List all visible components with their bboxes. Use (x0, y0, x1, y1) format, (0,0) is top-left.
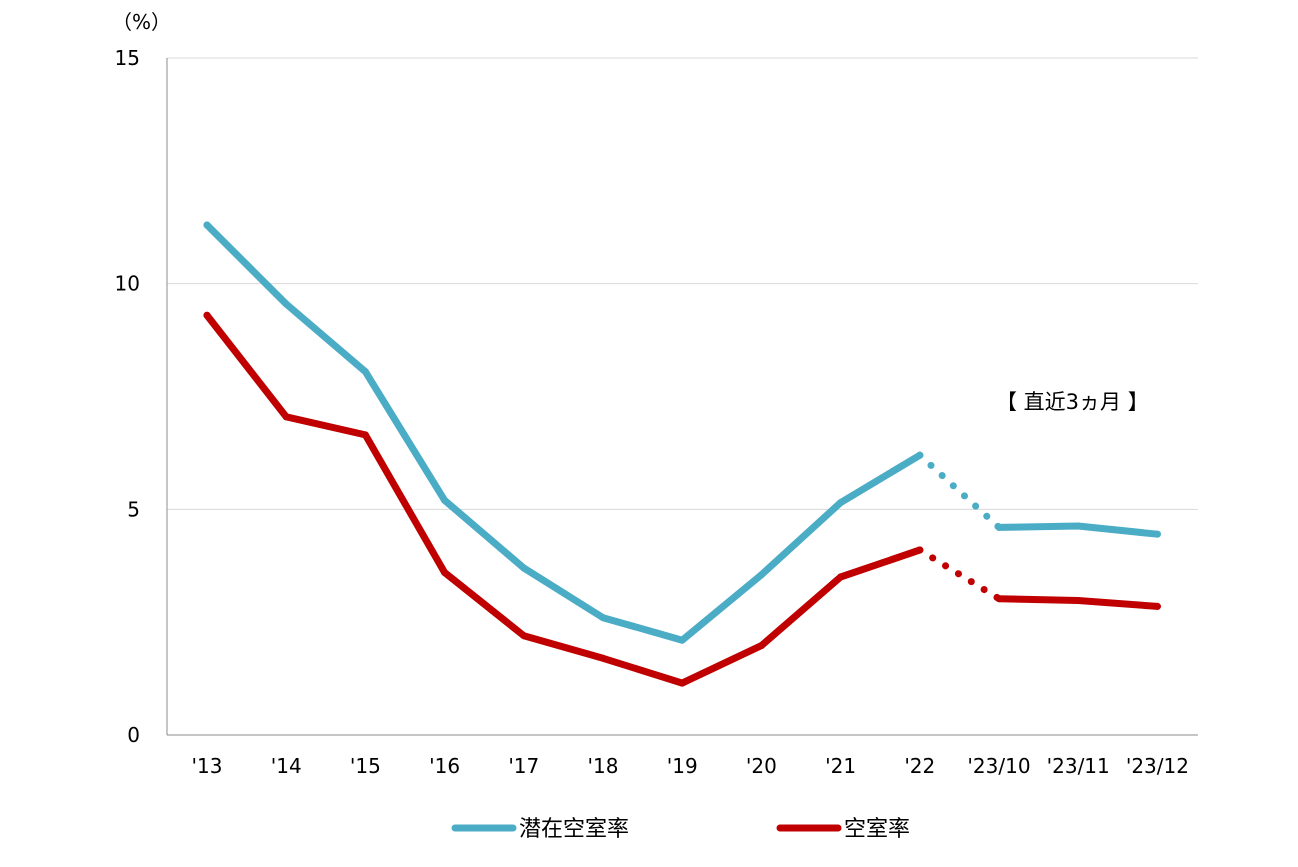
data-point-series-1 (995, 595, 1003, 603)
series-line-1-historical (203, 311, 924, 687)
data-point-series-0 (520, 564, 528, 572)
series-line-1-dotted-connector (916, 546, 1003, 603)
data-point-series-0 (837, 499, 845, 507)
data-point-series-0 (916, 451, 924, 459)
series-line-0-historical (203, 221, 924, 644)
y-tick-labels: 0 5 10 15 (115, 46, 140, 747)
legend-label-vacancy: 空室率 (844, 817, 910, 842)
y-tick-label-15: 15 (115, 46, 140, 70)
data-point-series-0 (441, 496, 449, 504)
x-tick-label: '19 (667, 754, 698, 778)
data-point-series-1 (837, 573, 845, 581)
series-lines (203, 221, 1161, 687)
data-point-series-1 (1074, 597, 1082, 605)
data-point-series-1 (599, 654, 607, 662)
data-point-series-0 (1074, 522, 1082, 530)
x-tick-label: '23/10 (967, 754, 1030, 778)
data-point-series-1 (361, 431, 369, 439)
recent-3-months-annotation: 【 直近3ヵ月 】 (996, 390, 1149, 414)
x-tick-label: '13 (192, 754, 223, 778)
data-point-series-1 (757, 642, 765, 650)
data-point-series-0 (995, 523, 1003, 531)
x-tick-label: '22 (904, 754, 935, 778)
x-tick-label: '23/12 (1126, 754, 1189, 778)
x-tick-label: '20 (746, 754, 777, 778)
x-tick-label: '21 (825, 754, 856, 778)
data-point-series-1 (520, 632, 528, 640)
series-line-0-dotted-connector (916, 451, 1003, 531)
data-point-series-1 (282, 413, 290, 421)
legend: 潜在空室率 空室率 (451, 817, 910, 842)
data-point-series-0 (1153, 530, 1161, 538)
x-tick-label: '16 (429, 754, 460, 778)
x-tick-label: '17 (508, 754, 539, 778)
axes (166, 58, 1198, 736)
x-tick-label: '18 (588, 754, 619, 778)
data-point-series-1 (441, 569, 449, 577)
x-tick-label: '15 (350, 754, 381, 778)
y-tick-label-5: 5 (127, 497, 140, 521)
y-tick-label-10: 10 (115, 272, 140, 296)
legend-label-latent-vacancy: 潜在空室率 (519, 817, 629, 842)
x-tick-label: '14 (271, 754, 302, 778)
x-tick-label: '23/11 (1047, 754, 1110, 778)
data-point-series-0 (361, 368, 369, 376)
data-point-series-0 (203, 221, 211, 229)
data-point-series-0 (678, 636, 686, 644)
data-point-series-1 (916, 546, 924, 554)
y-tick-label-0: 0 (127, 723, 140, 747)
data-point-series-1 (678, 679, 686, 687)
data-point-series-0 (757, 571, 765, 579)
y-axis-unit-label: （%） (112, 10, 171, 34)
x-tick-labels: '13 '14 '15 '16 '17 '18 '19 '20 '21 '22 '23/10 '23/… (192, 754, 1189, 778)
data-point-series-0 (599, 614, 607, 622)
data-point-series-0 (282, 300, 290, 308)
gridlines (167, 57, 1198, 510)
data-point-series-1 (203, 311, 211, 319)
data-point-series-1 (1153, 602, 1161, 610)
